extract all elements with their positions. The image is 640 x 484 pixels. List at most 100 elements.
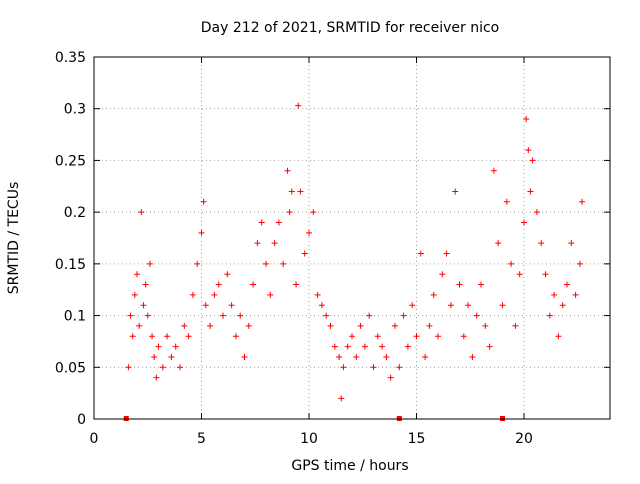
tick-layer: 0 0.05 0.1 0.15 0.2 0.25 0.3 0.35 0 5 10 15 20 (55, 50, 610, 447)
data-point (564, 281, 570, 288)
data-point (344, 343, 351, 350)
data-point (495, 240, 502, 247)
data-point (336, 353, 343, 360)
data-point (396, 364, 403, 371)
data-point (271, 240, 278, 247)
data-point (125, 364, 132, 371)
x-axis-label: GPS time / hours (291, 458, 408, 474)
data-point (142, 281, 149, 288)
y-tick-label: 0.35 (55, 50, 86, 66)
data-point (136, 322, 143, 329)
data-point (280, 260, 287, 267)
data-point (327, 322, 334, 329)
data-point (224, 271, 231, 278)
y-tick-label: 0.2 (64, 205, 86, 221)
data-point (516, 271, 523, 278)
data-point (460, 333, 467, 340)
data-point (215, 281, 222, 288)
data-point (237, 312, 244, 319)
data-point (576, 260, 583, 267)
data-point (138, 209, 145, 216)
data-point (370, 364, 377, 371)
data-point (250, 281, 257, 288)
data-point (456, 281, 463, 288)
data-point (288, 188, 295, 195)
data-point (155, 343, 162, 350)
data-point (527, 188, 534, 195)
data-point (465, 302, 472, 309)
data-point (149, 333, 156, 340)
data-point (512, 322, 519, 329)
data-point (357, 322, 364, 329)
data-point (318, 302, 325, 309)
data-point (198, 229, 205, 236)
data-point (533, 209, 540, 216)
data-point (159, 364, 166, 371)
data-point (293, 281, 300, 288)
data-point (200, 198, 207, 205)
plot-frame (93, 56, 611, 420)
data-point (523, 116, 530, 123)
data-point (383, 353, 390, 360)
data-point (297, 188, 304, 195)
data-point (241, 353, 248, 360)
data-point (447, 302, 454, 309)
data-point (478, 281, 484, 288)
data-point (555, 333, 562, 340)
y-axis-label: SRMTID / TECUs (6, 182, 22, 295)
data-point (361, 343, 368, 350)
data-point (482, 322, 489, 329)
data-point (529, 157, 536, 164)
data-point (409, 302, 416, 309)
data-point (559, 302, 566, 309)
data-point (546, 312, 553, 319)
data-point (245, 322, 252, 329)
data-point (568, 240, 575, 247)
data-point (374, 333, 381, 340)
data-point (275, 219, 282, 226)
data-point (164, 333, 171, 340)
data-point (323, 312, 330, 319)
x-tick-label: 5 (197, 431, 206, 447)
data-point (177, 364, 183, 371)
data-point (258, 219, 265, 226)
data-point (379, 343, 386, 350)
data-point (338, 395, 345, 402)
data-point (301, 250, 308, 257)
data-point (542, 271, 549, 278)
data-point (331, 343, 338, 350)
data-point (129, 333, 136, 340)
data-point (443, 250, 450, 257)
x-tick-label: 10 (300, 431, 318, 447)
data-point (254, 240, 261, 247)
data-point (267, 291, 274, 298)
data-point (538, 240, 545, 247)
data-point (499, 302, 506, 309)
x-tick-label: 15 (408, 431, 426, 447)
data-point (366, 312, 373, 319)
data-point (503, 198, 510, 205)
data-point (140, 302, 147, 309)
y-tick-label: 0.25 (55, 153, 86, 169)
data-point (508, 260, 515, 267)
data-point (286, 209, 293, 216)
data-point (353, 353, 360, 360)
data-point (172, 343, 179, 350)
data-point (146, 260, 153, 267)
data-point (572, 291, 579, 298)
data-point (153, 374, 160, 381)
y-tick-label: 0.05 (55, 360, 86, 376)
data-point (211, 291, 218, 298)
data-point (340, 364, 347, 371)
data-point (310, 209, 317, 216)
data-point (207, 322, 214, 329)
data-point (127, 312, 134, 319)
data-point (185, 333, 192, 340)
data-point (422, 353, 429, 360)
data-point (579, 198, 586, 205)
data-point (134, 271, 140, 278)
data-point (228, 302, 235, 309)
data-point (220, 312, 226, 319)
data-point (232, 333, 239, 340)
